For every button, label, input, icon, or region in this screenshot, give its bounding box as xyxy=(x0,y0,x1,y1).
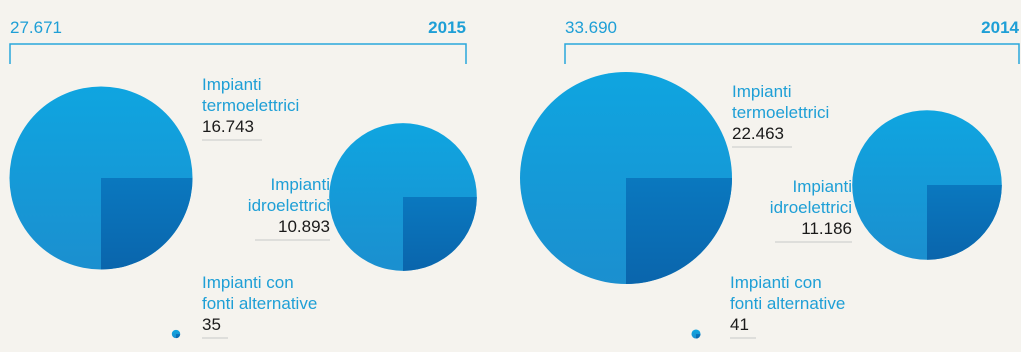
bubble-0: Impianti termoelettrici 22.463 xyxy=(520,72,829,284)
series-label: idroelettrici xyxy=(248,196,330,215)
bubble-2: Impianti con fonti alternative 41 xyxy=(691,273,845,339)
series-value: 11.186 xyxy=(801,219,852,238)
bracket-line xyxy=(9,43,467,64)
bubble-slice xyxy=(403,197,477,271)
year-label: 2014 xyxy=(981,18,1019,37)
series-label: fonti alternative xyxy=(730,294,845,313)
series-label: termoelettrici xyxy=(732,103,829,122)
bubble-1: Impianti idroelettrici 10.893 xyxy=(248,123,477,271)
series-label: Impianti xyxy=(202,75,262,94)
bubble-1: Impianti idroelettrici 11.186 xyxy=(770,110,1002,260)
chart-panel-2014: 33.690 2014Impiantitermoelettrici22.463Im… xyxy=(520,18,1020,339)
chart-panel-2015: 27.671 2015Impiantitermoelettrici16.743Im… xyxy=(9,18,477,339)
series-value: 10.893 xyxy=(278,217,330,236)
total-label: 27.671 xyxy=(10,18,62,37)
series-value: 16.743 xyxy=(202,117,254,136)
bubble-2: Impianti con fonti alternative 35 xyxy=(171,273,317,339)
series-value: 22.463 xyxy=(732,124,784,143)
series-label: Impianti xyxy=(792,177,852,196)
series-label: termoelettrici xyxy=(202,96,299,115)
bubble-slice xyxy=(176,334,181,339)
series-value: 35 xyxy=(202,315,221,334)
series-label: idroelettrici xyxy=(770,198,852,217)
total-label: 33.690 xyxy=(565,18,617,37)
series-label: fonti alternative xyxy=(202,294,317,313)
bubble-slice xyxy=(101,178,193,270)
series-label: Impianti con xyxy=(730,273,822,292)
series-value: 41 xyxy=(730,315,749,334)
series-label: Impianti con xyxy=(202,273,294,292)
series-label: Impianti xyxy=(732,82,792,101)
bracket-line xyxy=(564,43,1020,64)
bubble-slice xyxy=(626,178,732,284)
bubble-0: Impianti termoelettrici 16.743 xyxy=(9,75,299,270)
bubble-slice xyxy=(696,334,701,339)
bubble-slice xyxy=(927,185,1002,260)
year-label: 2015 xyxy=(428,18,466,37)
series-label: Impianti xyxy=(270,175,330,194)
